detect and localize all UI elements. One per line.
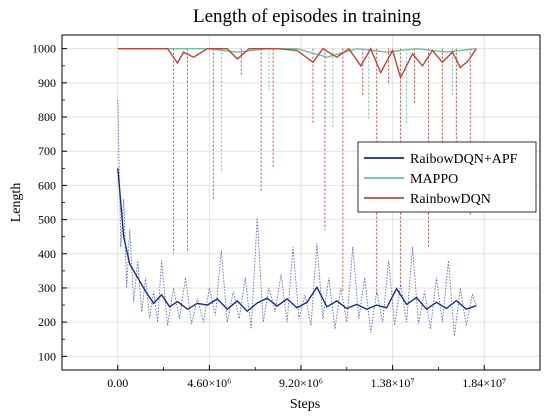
series-layer: [117, 47, 477, 336]
y-tick-label: 400: [38, 247, 56, 261]
legend-label: RaibowDQN+APF: [410, 152, 518, 167]
x-tick-label: 9.20×10⁶: [279, 376, 323, 390]
x-axis-title: Steps: [290, 397, 320, 412]
y-axis-title: Length: [9, 183, 24, 223]
series-line-raibowdqn-apf: [117, 168, 477, 313]
y-tick-label: 700: [38, 144, 56, 158]
axis-layer: 100 200 300 400 500 600 700 800 900 1000 0.00 4.60×…: [32, 42, 506, 390]
legend-box: [357, 141, 537, 213]
legend-label: MAPPO: [410, 172, 458, 187]
x-tick-label: 0.00: [107, 376, 128, 390]
series-line-rainbowdqn: [117, 47, 477, 80]
series-line-mappo: [117, 47, 477, 58]
chart-title: Length of episodes in training: [193, 6, 421, 27]
y-tick-label: 200: [38, 315, 56, 329]
legend-items: RaibowDQN+APF MAPPO RainbowDQN: [364, 152, 518, 207]
legend: RaibowDQN+APF MAPPO RainbowDQN: [357, 141, 537, 213]
series-raw-raibowdqn-apf: [117, 99, 477, 336]
x-tick-label: 1.84×10⁷: [462, 376, 506, 390]
y-tick-label: 1000: [32, 42, 56, 56]
x-tick-label: 4.60×10⁶: [187, 376, 231, 390]
x-tick-label: 1.38×10⁷: [371, 376, 415, 390]
y-tick-label: 900: [38, 76, 56, 90]
y-tick-label: 100: [38, 349, 56, 363]
y-tick-label: 800: [38, 110, 56, 124]
series-drops-mappo: [220, 48, 453, 172]
y-tick-label: 500: [38, 213, 56, 227]
y-tick-label: 600: [38, 178, 56, 192]
legend-label: RainbowDQN: [410, 192, 491, 207]
y-tick-label: 300: [38, 281, 56, 295]
